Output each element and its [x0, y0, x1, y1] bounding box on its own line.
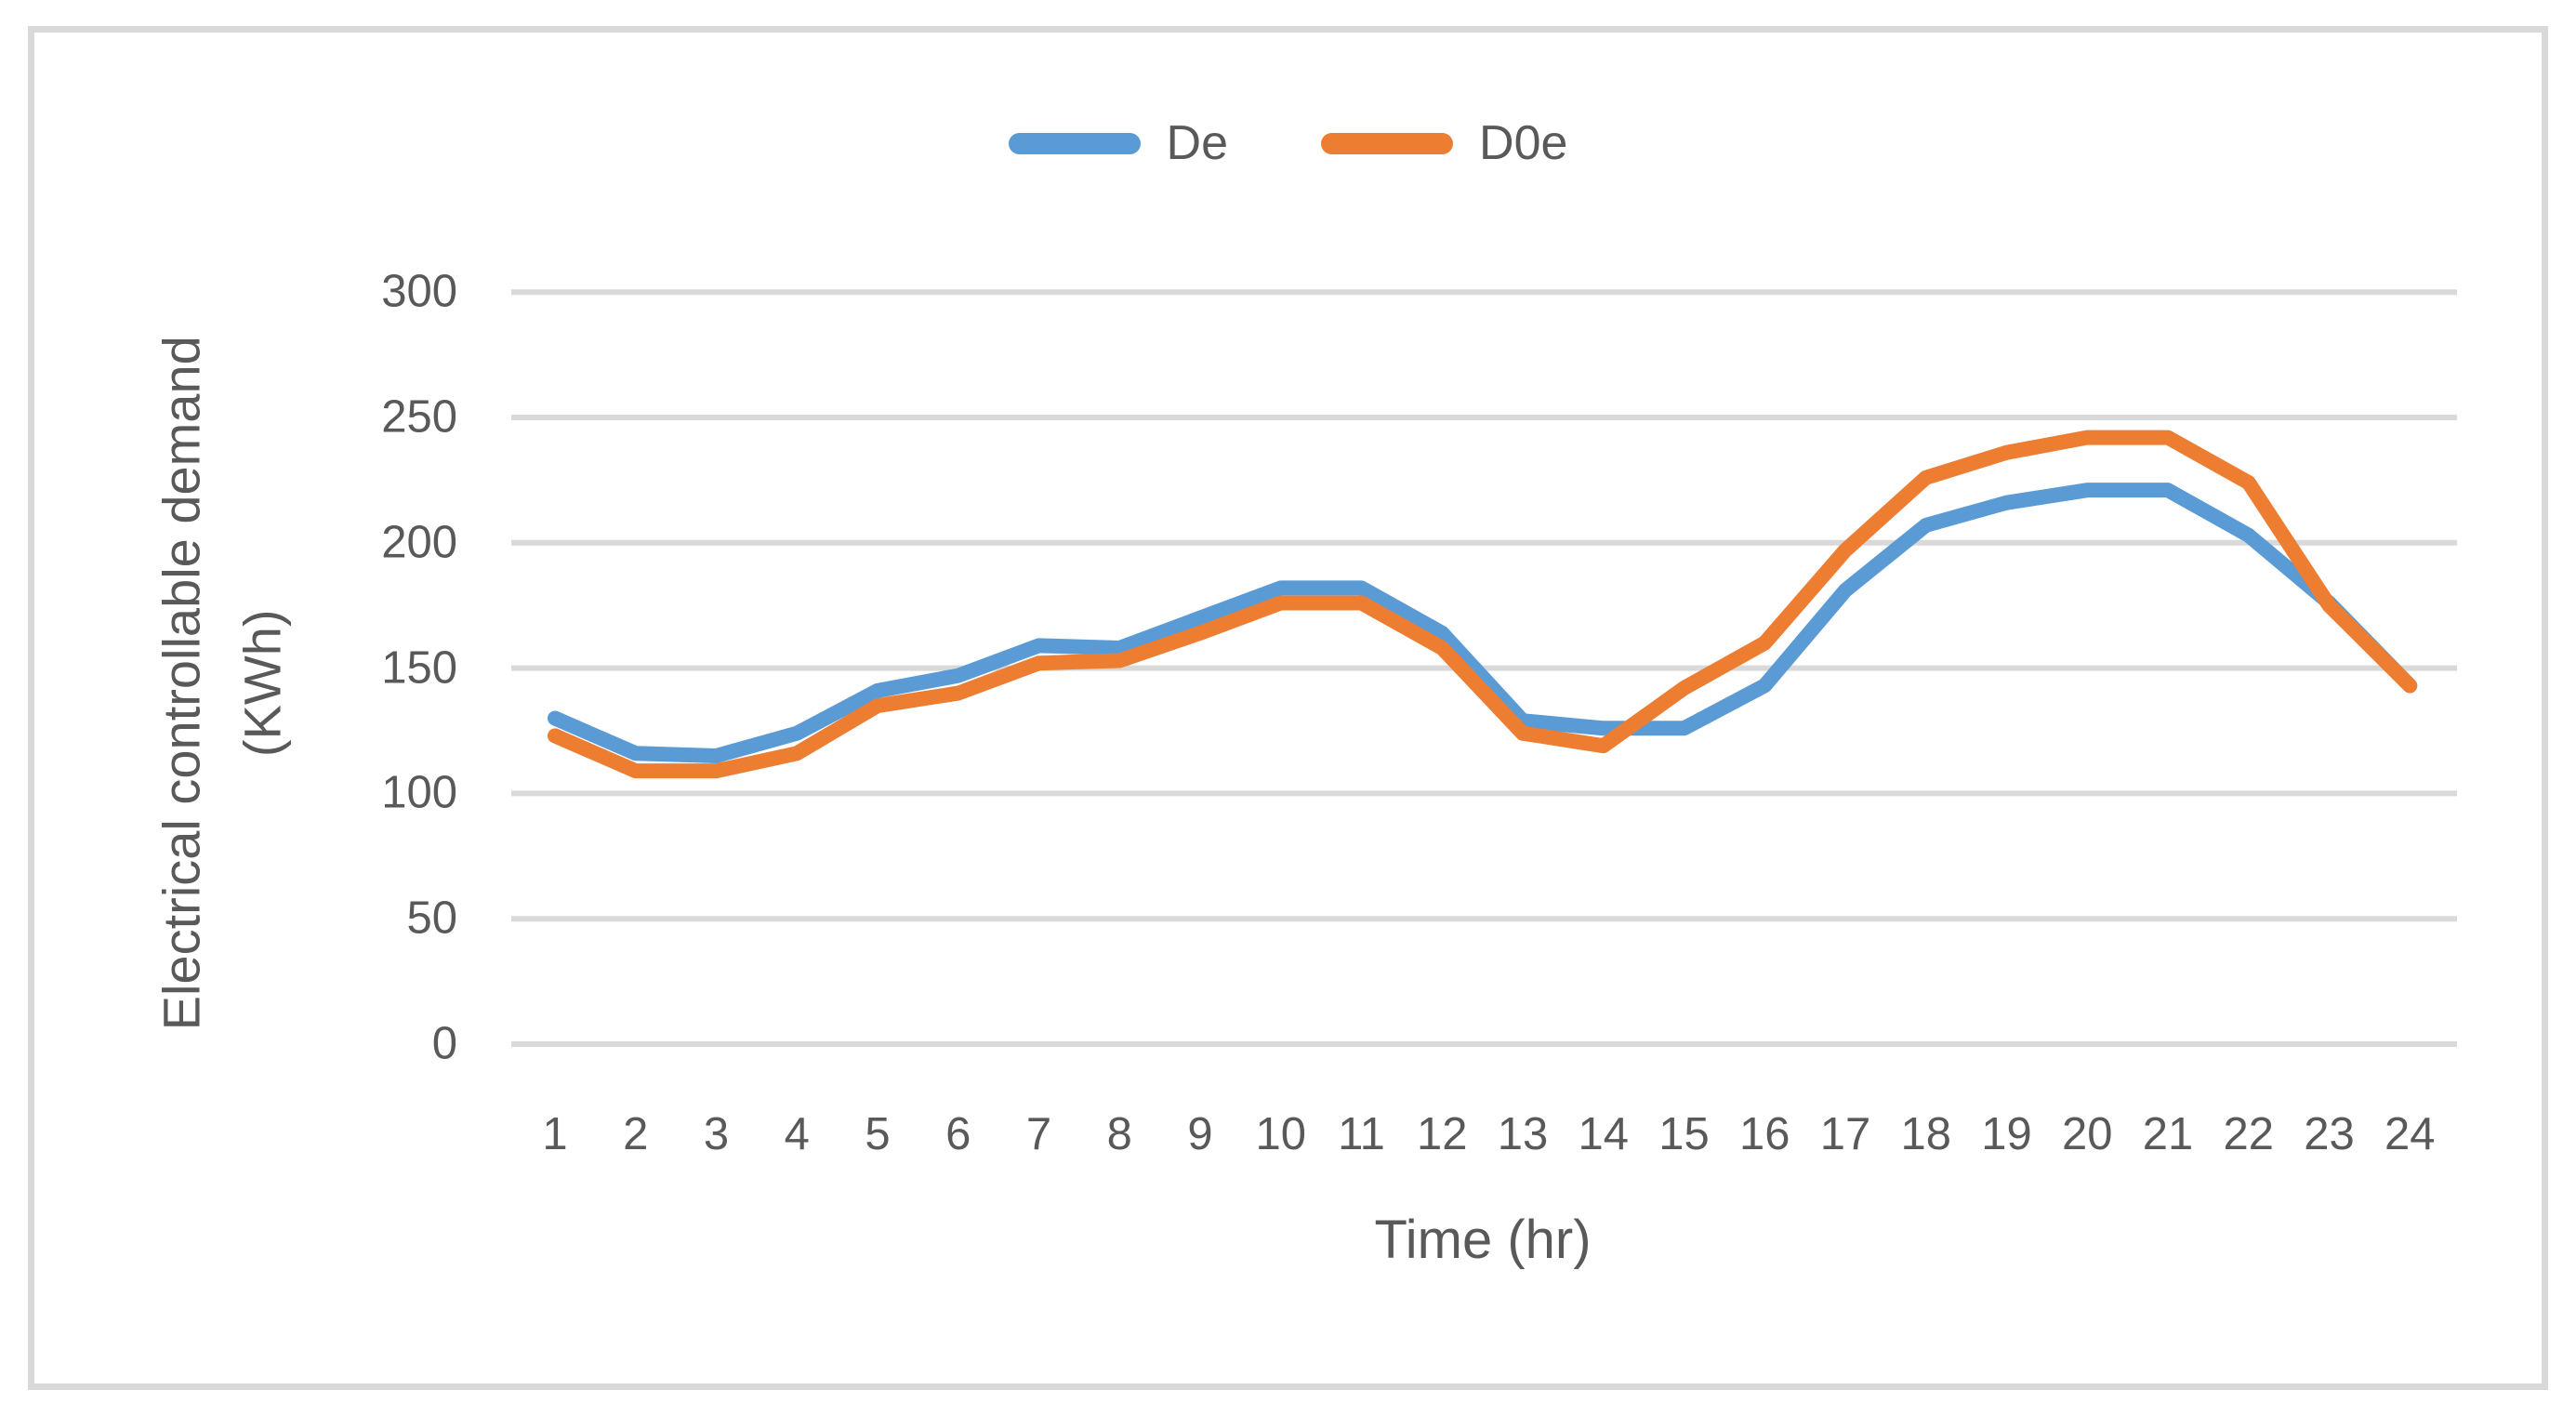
y-tick-label: 250	[381, 391, 457, 443]
legend-label-de: De	[1166, 116, 1229, 170]
x-tick-label: 16	[1738, 1109, 1790, 1159]
series-lines	[548, 430, 2418, 779]
x-tick-label: 5	[865, 1109, 891, 1159]
y-tick-label: 150	[381, 642, 457, 694]
x-tick-label: 22	[2223, 1109, 2275, 1159]
x-tick-label: 21	[2142, 1109, 2194, 1159]
x-tick-label: 1	[542, 1109, 568, 1159]
x-tick-label: 4	[784, 1109, 810, 1159]
series-line-d0e[interactable]	[548, 430, 2418, 779]
y-tick-label: 0	[431, 1018, 457, 1069]
y-axis-title-line1: Electrical controllable demand	[152, 336, 212, 1031]
legend-swatch-de	[1008, 132, 1141, 154]
y-tick-label: 100	[381, 767, 457, 818]
y-tick-label: 50	[406, 893, 457, 944]
y-tick-label: 200	[381, 517, 457, 568]
x-tick-label: 17	[1819, 1109, 1871, 1159]
x-tick-label: 11	[1338, 1109, 1385, 1159]
x-tick-label: 12	[1416, 1109, 1468, 1159]
legend-swatch-d0e	[1321, 132, 1454, 154]
series-line-de[interactable]	[548, 483, 2418, 763]
x-tick-label: 9	[1187, 1109, 1213, 1159]
x-tick-label: 8	[1106, 1109, 1132, 1159]
x-tick-label: 13	[1497, 1109, 1549, 1159]
x-tick-label: 7	[1025, 1109, 1052, 1159]
x-tick-label: 15	[1658, 1109, 1710, 1159]
x-tick-label: 24	[2384, 1109, 2436, 1159]
y-tick-label: 300	[381, 266, 457, 317]
x-tick-label: 6	[945, 1109, 971, 1159]
figure-border	[28, 26, 2548, 1390]
x-tick-label: 3	[703, 1109, 730, 1159]
x-tick-label: 10	[1255, 1109, 1307, 1159]
x-tick-label: 14	[1578, 1109, 1630, 1159]
legend-label-d0e: D0e	[1479, 116, 1568, 170]
gridlines	[511, 289, 2457, 1047]
x-tick-label: 19	[1981, 1109, 2032, 1159]
legend-item-d0e[interactable]: D0e	[1321, 119, 1567, 167]
x-tick-label: 20	[2061, 1109, 2113, 1159]
x-tick-label: 2	[623, 1109, 649, 1159]
x-tick-label: 18	[1900, 1109, 1952, 1159]
x-axis-title: Time (hr)	[1374, 1210, 1592, 1270]
legend-item-de[interactable]: De	[1008, 116, 1229, 170]
legend: De D0e	[0, 119, 2576, 167]
x-tick-label: 23	[2304, 1109, 2355, 1159]
